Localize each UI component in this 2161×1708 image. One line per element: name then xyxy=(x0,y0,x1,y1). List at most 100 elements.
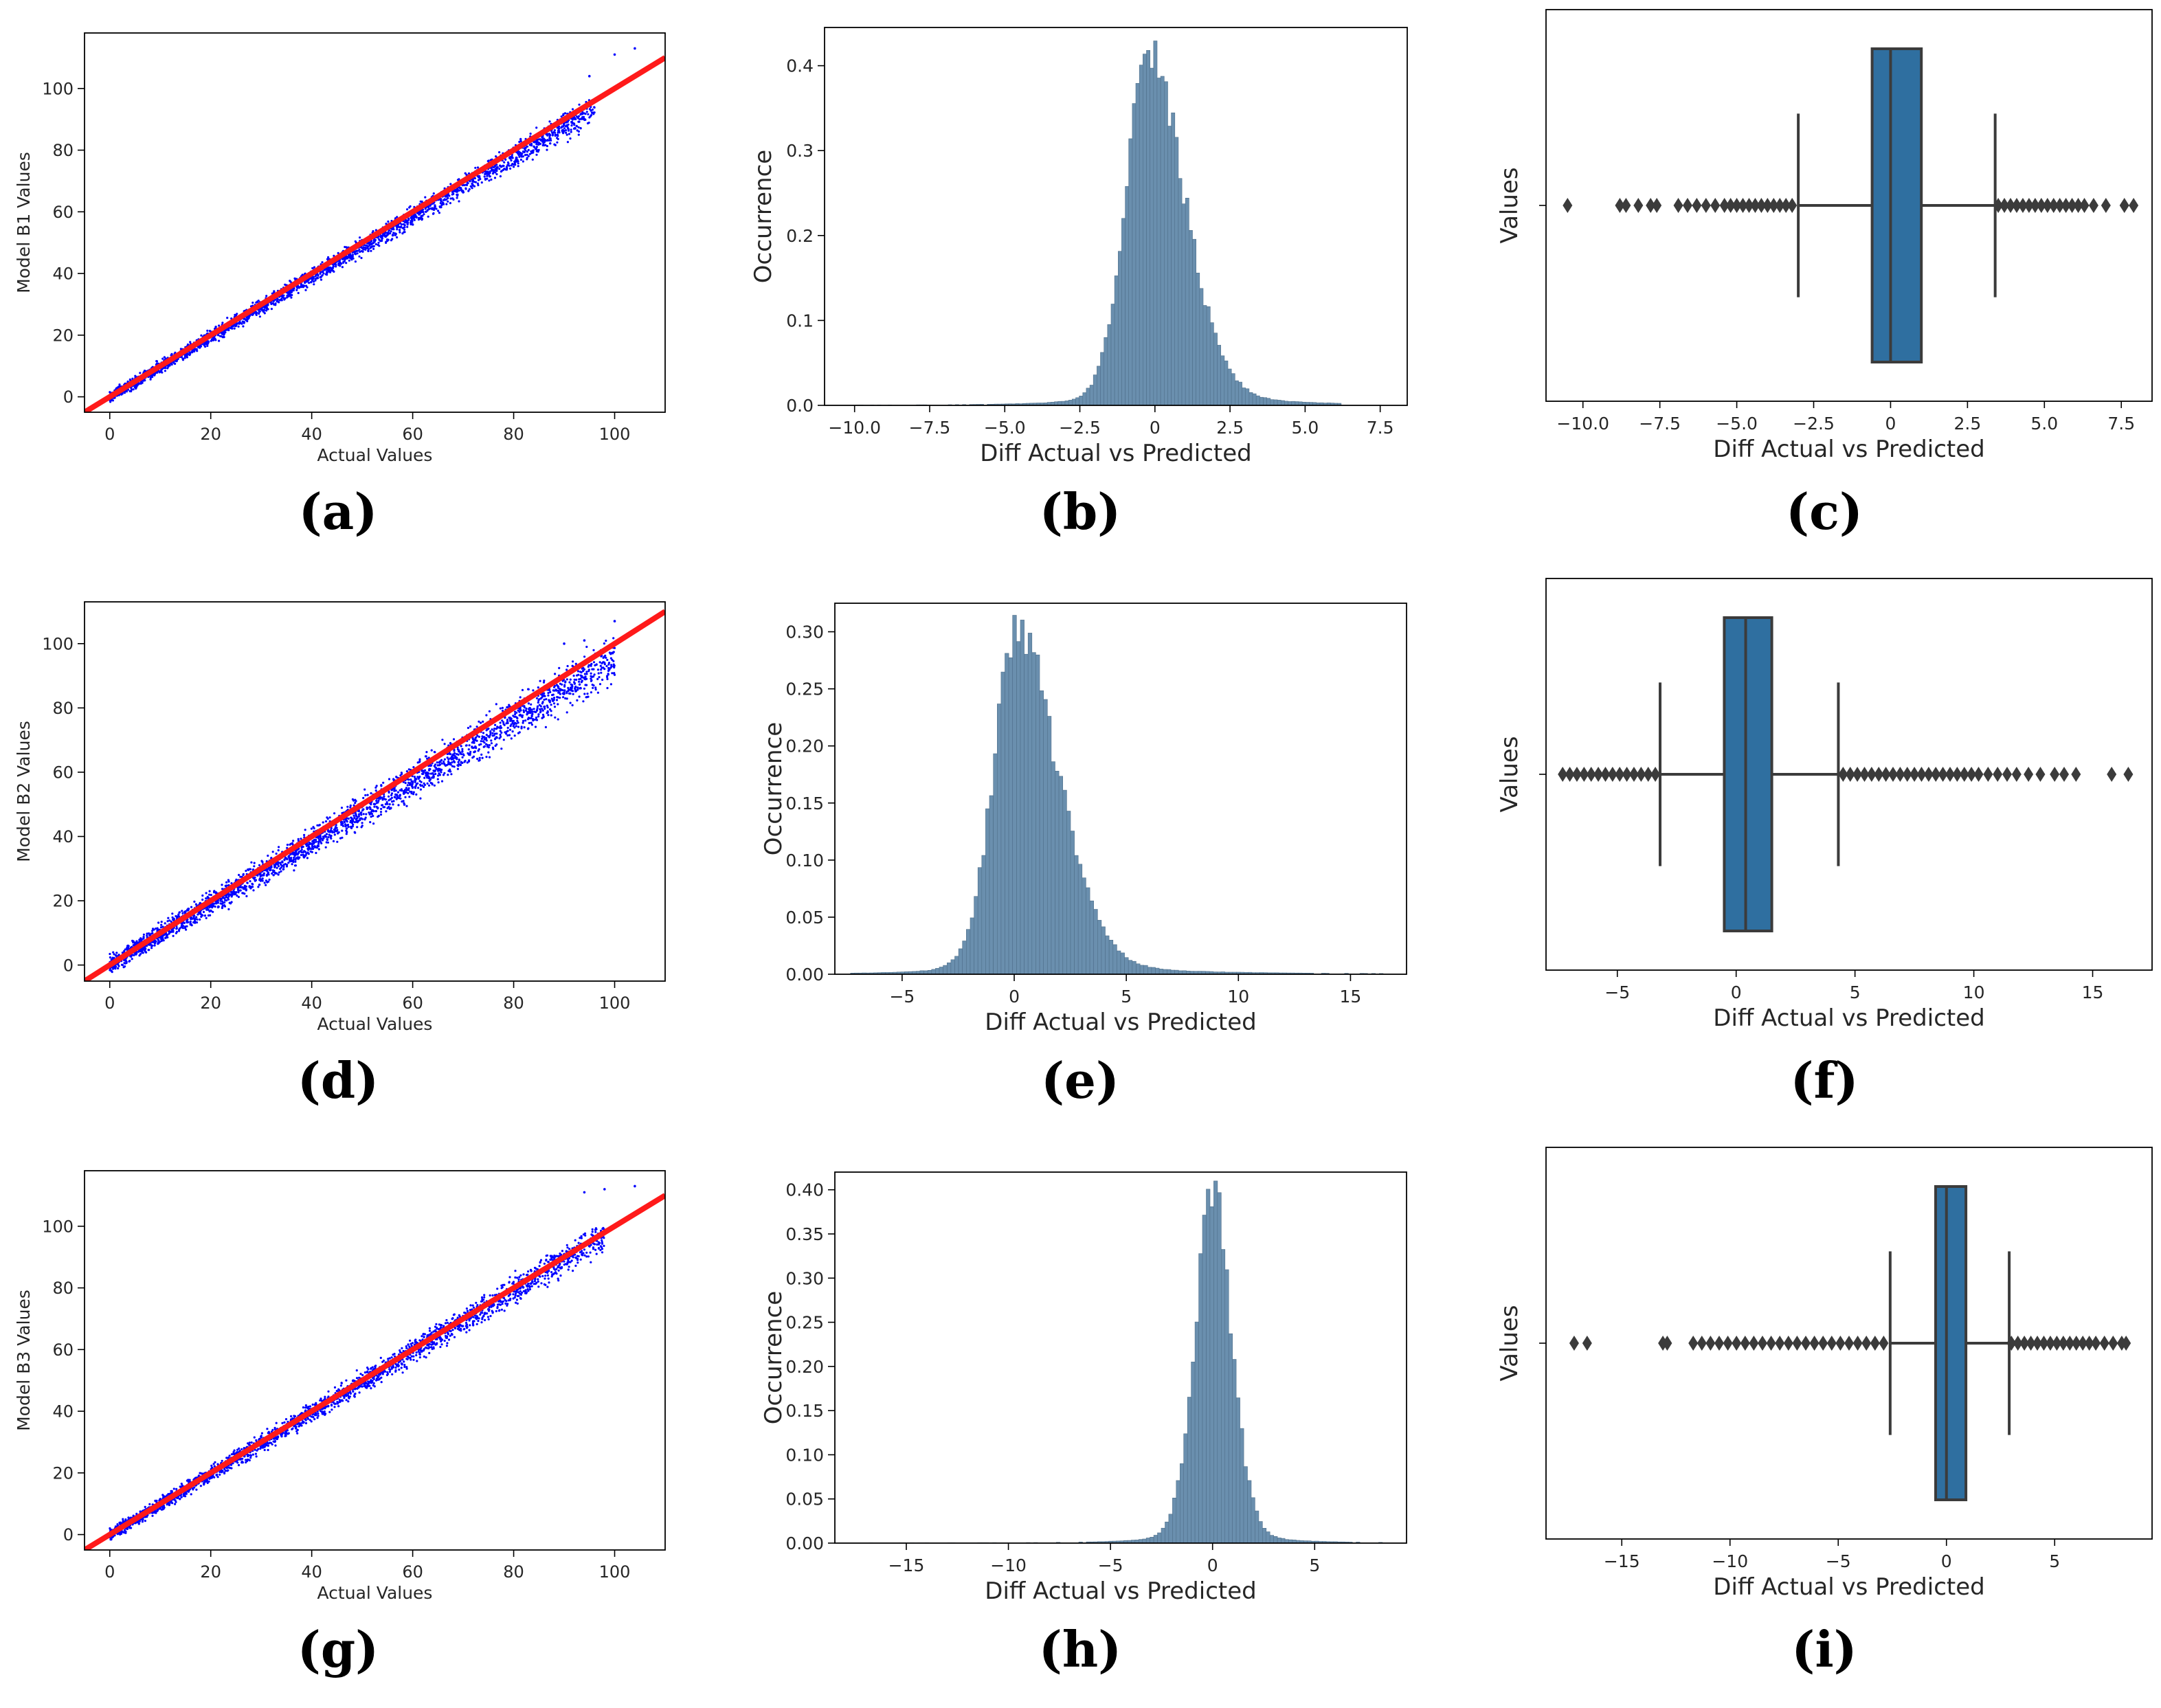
scatter-point xyxy=(349,821,352,824)
scatter-point xyxy=(337,251,339,254)
scatter-point xyxy=(216,906,219,909)
scatter-point xyxy=(548,699,550,701)
scatter-point xyxy=(214,326,217,328)
scatter-point xyxy=(315,840,317,843)
scatter-point xyxy=(343,820,346,823)
scatter-point xyxy=(245,895,248,897)
scatter-point xyxy=(502,723,505,726)
scatter-point xyxy=(553,706,557,708)
scatter-point xyxy=(144,949,146,952)
scatter-point xyxy=(312,847,315,851)
scatter-point xyxy=(471,183,474,186)
scatter-point xyxy=(611,672,614,675)
scatter-point xyxy=(574,685,577,688)
scatter-point xyxy=(437,210,440,212)
scatter-point xyxy=(181,910,183,912)
scatter-point xyxy=(360,256,363,260)
scatter-point xyxy=(388,791,390,794)
scatter-point xyxy=(559,693,561,695)
scatter-point xyxy=(449,183,452,186)
scatter-point xyxy=(389,232,392,235)
panel-label-c: (c) xyxy=(1786,482,1863,541)
scatter-point xyxy=(427,215,429,218)
scatter-point xyxy=(608,651,612,654)
hist-bar xyxy=(1213,333,1218,405)
scatter-point xyxy=(551,134,554,137)
y-tick-label: 0.3 xyxy=(786,141,814,161)
scatter-point xyxy=(164,922,166,925)
scatter-point xyxy=(570,128,572,131)
scatter-point xyxy=(219,899,222,902)
outlier-marker xyxy=(1719,198,1729,213)
scatter-point xyxy=(493,177,497,179)
scatter-point xyxy=(125,390,128,393)
scatter-point xyxy=(258,315,261,318)
scatter-point xyxy=(539,139,542,142)
scatter-point xyxy=(123,949,126,952)
y-tick-label: 60 xyxy=(52,203,74,222)
scatter-point xyxy=(514,710,517,713)
scatter-point xyxy=(258,877,261,880)
scatter-point xyxy=(292,859,295,862)
plot-area-a xyxy=(85,47,665,412)
x-tick-label: −5.0 xyxy=(984,418,1026,438)
scatter-point xyxy=(594,664,596,667)
scatter-point xyxy=(460,188,463,191)
scatter-point xyxy=(109,401,112,403)
scatter-point xyxy=(488,710,491,712)
scatter-point xyxy=(582,115,585,118)
scatter-point xyxy=(421,769,423,772)
scatter-point xyxy=(435,207,438,210)
scatter-point xyxy=(412,793,415,796)
scatter-point xyxy=(385,234,388,237)
scatter-point xyxy=(564,697,567,700)
scatter-point xyxy=(345,246,348,249)
outlier-marker xyxy=(1673,198,1683,213)
scatter-point xyxy=(399,795,401,798)
scatter-point xyxy=(554,716,557,719)
scatter-point xyxy=(495,173,498,176)
scatter-point xyxy=(500,726,503,729)
scatter-point xyxy=(443,772,446,774)
scatter-point xyxy=(505,732,508,735)
scatter-point xyxy=(379,240,382,243)
scatter-point xyxy=(372,242,374,245)
scatter-point xyxy=(406,784,409,787)
scatter-point xyxy=(406,208,409,211)
scatter-point xyxy=(452,738,456,741)
scatter-point xyxy=(500,731,503,734)
scatter-point xyxy=(443,743,446,745)
scatter-point xyxy=(477,179,480,181)
scatter-point xyxy=(552,702,556,705)
scatter-point xyxy=(196,350,199,352)
scatter-point xyxy=(550,697,553,700)
scatter-point xyxy=(362,796,365,800)
scatter-point xyxy=(345,833,348,835)
scatter-point xyxy=(461,748,464,750)
scatter-point xyxy=(461,756,464,759)
scatter-point xyxy=(594,688,597,691)
scatter-point xyxy=(476,734,479,737)
axes-frame-b xyxy=(824,27,1408,406)
scatter-point xyxy=(370,792,372,795)
scatter-point xyxy=(205,897,208,900)
scatter-point xyxy=(349,806,352,809)
hist-bar xyxy=(1100,352,1104,405)
scatter-point xyxy=(503,161,506,164)
scatter-point xyxy=(253,862,256,864)
scatter-point xyxy=(486,175,489,177)
hist-bar xyxy=(1227,368,1232,405)
scatter-point xyxy=(600,668,603,671)
scatter-point xyxy=(383,234,386,236)
x-tick-label: 7.5 xyxy=(2107,414,2135,434)
scatter-point xyxy=(233,327,236,330)
hist-bar xyxy=(1263,397,1267,405)
scatter-point xyxy=(477,183,480,187)
scatter-point xyxy=(458,187,461,190)
scatter-point xyxy=(488,179,491,182)
hist-bar xyxy=(1242,387,1246,405)
scatter-point xyxy=(566,711,568,714)
scatter-point xyxy=(369,808,372,811)
scatter-point xyxy=(452,198,455,201)
scatter-point xyxy=(423,783,427,787)
